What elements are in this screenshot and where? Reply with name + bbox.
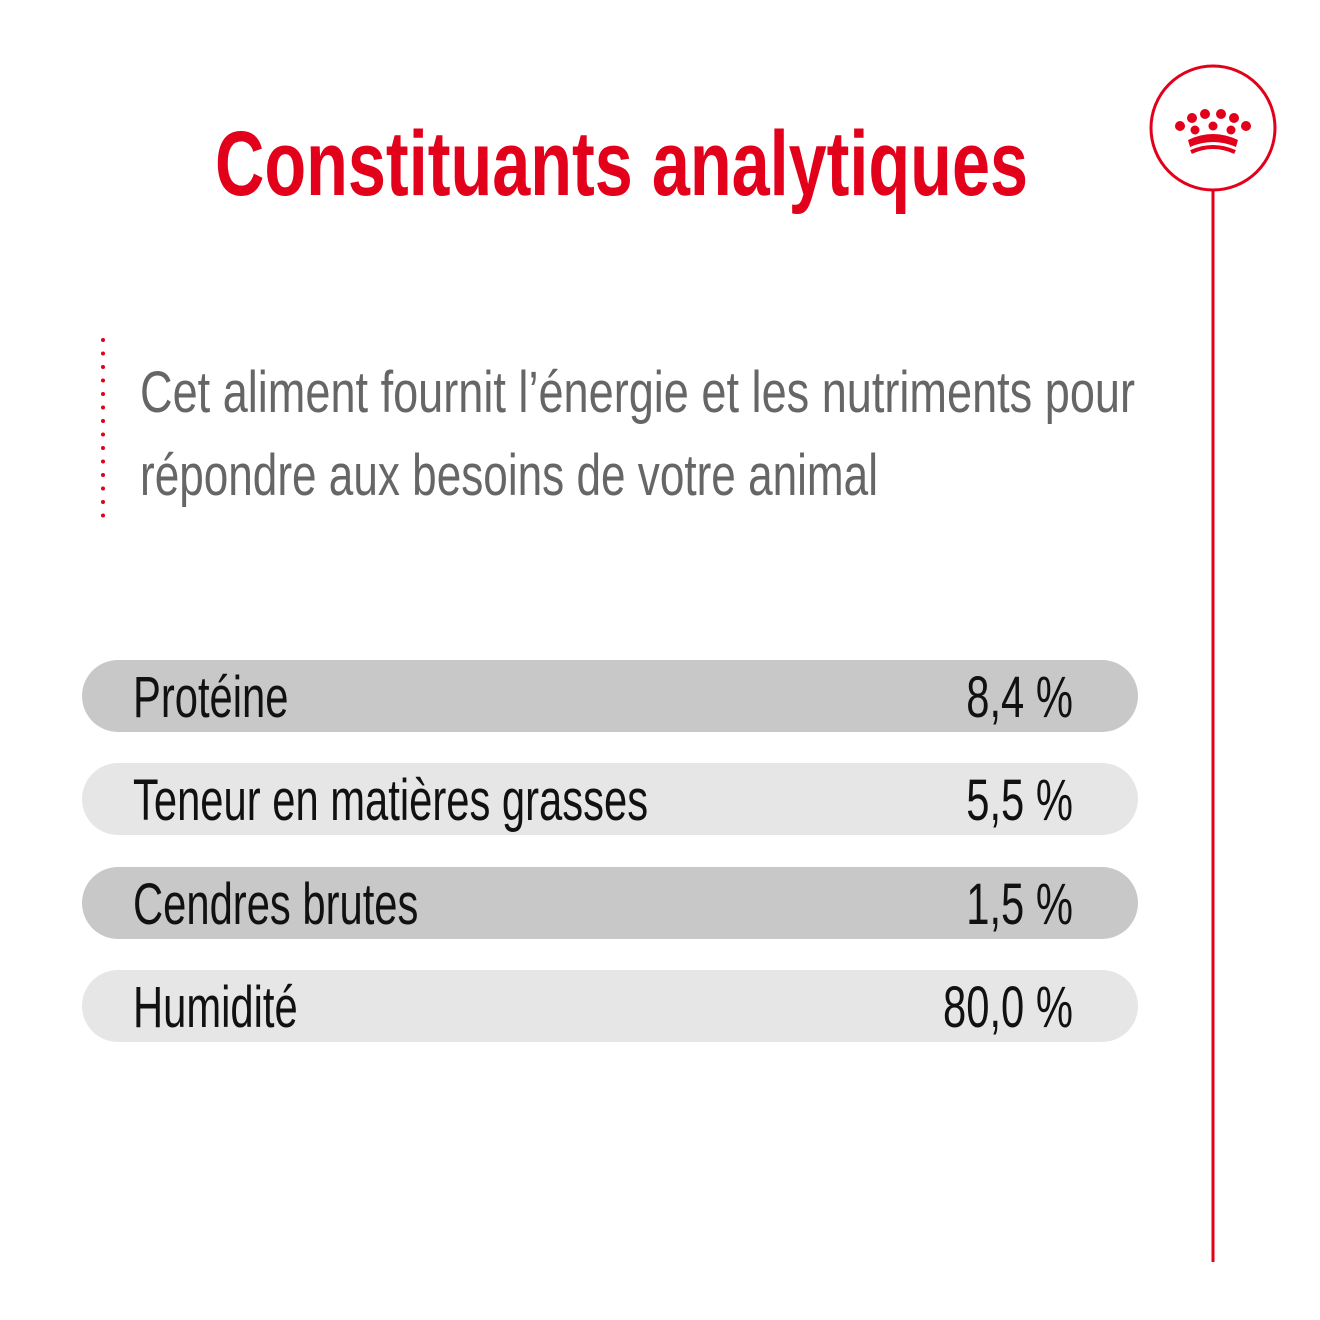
table-row (82, 867, 1138, 939)
nutrient-table: Protéine 8,4 % Teneur en matières grasses 5… (82, 660, 1138, 1042)
nutrient-value: 5,5 % (966, 767, 1073, 832)
description-line: Cet aliment fournit l’énergie et les nut… (140, 360, 1135, 425)
nutrient-name: Humidité (133, 974, 298, 1039)
logo (1149, 64, 1277, 192)
nutrient-value: 1,5 % (966, 871, 1073, 936)
title: Constituants analytiques (215, 113, 1028, 215)
nutrient-value: 8,4 % (966, 664, 1073, 729)
nutrient-name: Teneur en matières grasses (133, 767, 648, 832)
table-row (82, 763, 1138, 835)
nutrient-value: 80,0 % (943, 974, 1073, 1039)
nutrient-name: Protéine (133, 664, 288, 729)
table-row (82, 660, 1138, 732)
table-row (82, 970, 1138, 1042)
nutrient-name: Cendres brutes (133, 871, 418, 936)
description-line: répondre aux besoins de votre animal (140, 443, 878, 508)
